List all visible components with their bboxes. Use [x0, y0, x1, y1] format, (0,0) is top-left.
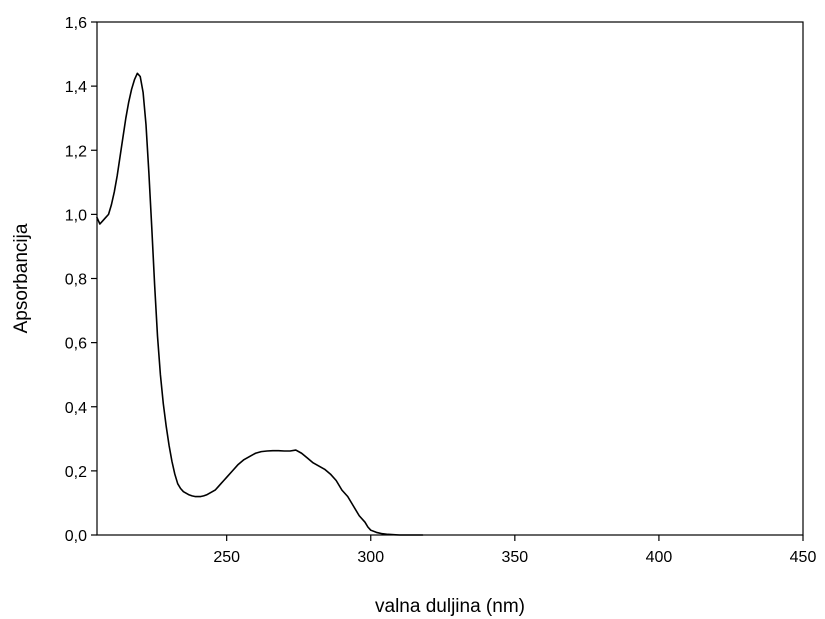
x-tick-label: 400: [646, 549, 673, 566]
y-tick-label: 1,4: [65, 79, 87, 96]
y-tick-label: 1,0: [65, 207, 87, 224]
y-tick-label: 1,6: [65, 15, 87, 32]
x-tick-label: 300: [357, 549, 384, 566]
y-tick-label: 1,2: [65, 143, 87, 160]
x-axis-title: valna duljina (nm): [375, 596, 525, 617]
x-tick-label: 350: [501, 549, 528, 566]
y-axis-ticks: 0,0 0,2 0,4 0,6 0,8 1,0 1,2 1,4 1,6: [65, 15, 97, 545]
series-line: [96, 72, 424, 536]
y-axis-title: Apsorbancija: [11, 223, 32, 333]
x-tick-label: 250: [213, 549, 240, 566]
y-tick-label: 0,6: [65, 336, 87, 353]
plot-frame: [96, 21, 804, 536]
x-axis-ticks: 250 300 350 400 450: [213, 535, 816, 566]
y-tick-label: 0,4: [65, 400, 87, 417]
y-tick-label: 0,2: [65, 464, 87, 481]
x-tick-label: 450: [790, 549, 817, 566]
y-tick-label: 0,0: [65, 528, 87, 545]
y-tick-label: 0,8: [65, 272, 87, 289]
